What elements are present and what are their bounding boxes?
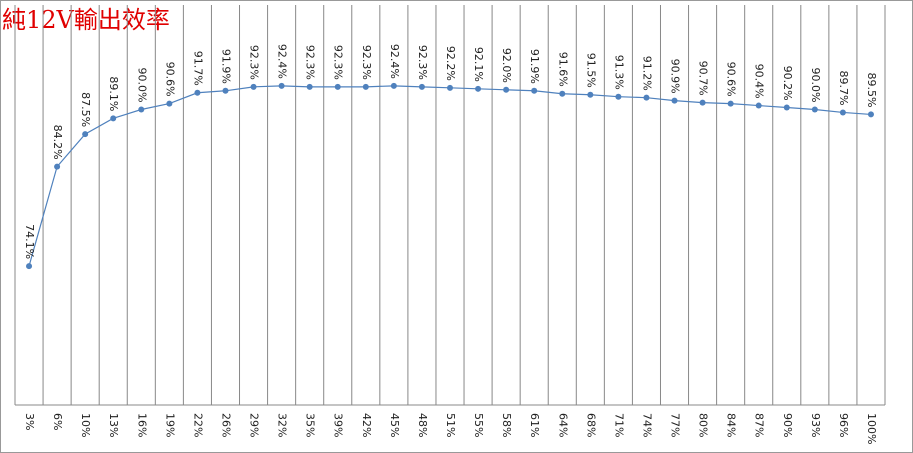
point <box>54 163 61 170</box>
x-tick-label: 71% <box>612 413 625 437</box>
x-tick-label: 100% <box>865 413 878 444</box>
x-tick-label: 58% <box>500 413 513 437</box>
x-tick-label: 64% <box>556 413 569 437</box>
data-label: 92.3% <box>416 45 429 80</box>
point <box>250 83 257 90</box>
x-tick-label: 80% <box>697 413 710 437</box>
x-tick-label: 77% <box>669 413 682 437</box>
point <box>26 263 33 270</box>
data-label: 91.5% <box>584 53 597 88</box>
point <box>727 100 734 107</box>
point <box>559 90 566 97</box>
data-label: 90.6% <box>163 62 176 97</box>
data-label: 91.3% <box>612 55 625 90</box>
data-label: 90.2% <box>781 66 794 101</box>
x-tick-label: 61% <box>528 413 541 437</box>
data-label: 92.4% <box>388 44 401 79</box>
point <box>867 111 874 118</box>
data-label: 92.3% <box>304 45 317 80</box>
data-label: 90.4% <box>753 64 766 99</box>
point <box>334 83 341 90</box>
x-tick-label: 48% <box>416 413 429 437</box>
x-tick-label: 87% <box>753 413 766 437</box>
data-label: 90.0% <box>809 68 822 103</box>
point <box>194 89 201 96</box>
data-label: 89.1% <box>107 76 120 111</box>
point <box>783 104 790 111</box>
data-label: 90.9% <box>669 59 682 94</box>
x-tick-label: 26% <box>219 413 232 437</box>
data-label: 92.3% <box>332 45 345 80</box>
point <box>839 109 846 116</box>
x-tick-label: 13% <box>107 413 120 437</box>
point <box>531 87 538 94</box>
point <box>615 93 622 100</box>
x-tick-label: 45% <box>388 413 401 437</box>
x-tick-label: 90% <box>781 413 794 437</box>
data-label: 90.6% <box>725 62 738 97</box>
data-label: 74.1% <box>23 224 36 259</box>
x-tick-label: 3% <box>23 413 36 430</box>
x-tick-label: 22% <box>191 413 204 437</box>
data-label: 92.4% <box>276 44 289 79</box>
data-label: 90.7% <box>697 61 710 96</box>
point <box>503 86 510 93</box>
point <box>643 94 650 101</box>
data-label: 90.0% <box>135 68 148 103</box>
x-tick-label: 84% <box>725 413 738 437</box>
x-tick-label: 19% <box>163 413 176 437</box>
data-label: 92.3% <box>248 45 261 80</box>
data-label: 92.2% <box>444 46 457 81</box>
data-label: 91.7% <box>191 51 204 86</box>
point <box>362 83 369 90</box>
point <box>306 83 313 90</box>
x-tick-label: 93% <box>809 413 822 437</box>
data-label: 87.5% <box>79 92 92 127</box>
point <box>110 115 117 122</box>
point <box>699 99 706 106</box>
point <box>811 106 818 113</box>
x-tick-label: 55% <box>472 413 485 437</box>
x-tick-label: 74% <box>640 413 653 437</box>
x-tick-label: 32% <box>276 413 289 437</box>
x-tick-label: 10% <box>79 413 92 437</box>
x-tick-label: 68% <box>584 413 597 437</box>
data-label: 91.9% <box>219 49 232 84</box>
x-tick-label: 51% <box>444 413 457 437</box>
point <box>755 102 762 109</box>
x-tick-label: 6% <box>51 413 64 430</box>
point <box>222 87 229 94</box>
data-label: 92.3% <box>360 45 373 80</box>
point <box>587 91 594 98</box>
data-label: 89.7% <box>837 71 850 106</box>
x-tick-label: 42% <box>360 413 373 437</box>
data-label: 91.2% <box>640 56 653 91</box>
point <box>138 106 145 113</box>
point <box>166 100 173 107</box>
x-tick-label: 35% <box>304 413 317 437</box>
x-tick-label: 16% <box>135 413 148 437</box>
point <box>82 131 89 138</box>
data-label: 91.6% <box>556 52 569 87</box>
data-label: 92.1% <box>472 47 485 82</box>
x-tick-label: 29% <box>248 413 261 437</box>
data-label: 92.0% <box>500 48 513 83</box>
data-label: 89.5% <box>865 72 878 107</box>
data-label: 91.9% <box>528 49 541 84</box>
point <box>447 84 453 91</box>
point <box>671 97 678 104</box>
point <box>278 82 285 89</box>
chart-title: 純12V輸出效率 <box>2 6 170 34</box>
point <box>418 83 425 90</box>
point <box>390 82 397 89</box>
x-tick-label: 39% <box>332 413 345 437</box>
data-label: 84.2% <box>51 125 64 160</box>
point <box>475 85 482 92</box>
x-tick-label: 96% <box>837 413 850 437</box>
